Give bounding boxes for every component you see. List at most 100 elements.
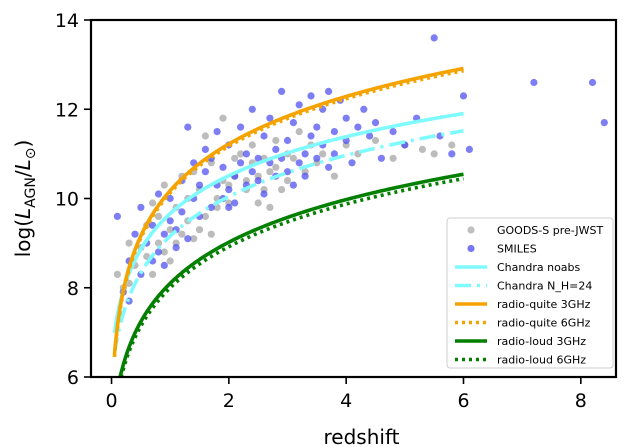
x-tick-label: 6 bbox=[457, 390, 469, 412]
scatter-point bbox=[272, 136, 280, 145]
scatter-point bbox=[149, 221, 157, 229]
scatter-point bbox=[600, 119, 608, 127]
scatter-point bbox=[418, 145, 426, 153]
scatter-point bbox=[248, 105, 256, 113]
scatter-point bbox=[190, 235, 198, 243]
series-line-radio-loud-6ghz bbox=[119, 176, 464, 377]
legend-entry: Chandra N_H=24 bbox=[455, 280, 592, 293]
scatter-point bbox=[389, 128, 397, 136]
y-tick-label: 10 bbox=[55, 189, 79, 211]
scatter-point bbox=[301, 150, 309, 158]
series-layer bbox=[112, 34, 608, 377]
scatter-point bbox=[266, 203, 274, 211]
legend-entry: GOODS-S pre-JWST bbox=[467, 224, 603, 237]
legend-label: GOODS-S pre-JWST bbox=[497, 224, 603, 237]
scatter-point bbox=[137, 203, 145, 211]
scatter-point bbox=[278, 87, 286, 95]
scatter-point bbox=[166, 194, 174, 203]
scatter-point bbox=[154, 190, 163, 198]
scatter-point bbox=[354, 123, 362, 131]
scatter-point bbox=[237, 150, 245, 158]
scatter-point bbox=[459, 92, 468, 100]
axes-layer: 0 2 4 6 8 6 8 10 12 14 redshift log(LAGN/L⊙) bbox=[11, 10, 618, 447]
scatter-point bbox=[330, 172, 338, 180]
scatter-point bbox=[184, 123, 192, 131]
scatter-point bbox=[260, 132, 268, 140]
legend-entry: Chandra noabs bbox=[455, 261, 581, 274]
y-tick-label: 12 bbox=[55, 99, 79, 121]
scatter-point bbox=[272, 145, 280, 153]
legend-entry: radio-loud 3GHz bbox=[455, 335, 586, 348]
scatter-point bbox=[283, 177, 292, 185]
x-tick-label: 0 bbox=[105, 390, 117, 412]
scatter-point bbox=[377, 154, 385, 162]
scatter-point bbox=[166, 257, 174, 265]
series-line-radio-quite-6ghz bbox=[112, 68, 464, 358]
y-axis-label: log(LAGN/L⊙) bbox=[11, 140, 39, 258]
scatter-point bbox=[266, 114, 274, 122]
scatter-point bbox=[219, 114, 227, 122]
scatter-point bbox=[266, 168, 274, 176]
scatter-point bbox=[448, 150, 456, 158]
scatter-point bbox=[430, 34, 438, 42]
scatter-point bbox=[342, 114, 350, 122]
scatter-point bbox=[307, 92, 315, 100]
scatter-point bbox=[530, 78, 538, 87]
scatter-point bbox=[278, 186, 286, 194]
scatter-point bbox=[225, 203, 233, 211]
scatter-point bbox=[389, 154, 397, 162]
scatter-point bbox=[201, 145, 209, 153]
scatter-point bbox=[160, 181, 168, 189]
legend-marker bbox=[467, 226, 475, 234]
legend-entry: radio-loud 6GHz bbox=[455, 354, 586, 367]
scatter-point bbox=[248, 141, 256, 149]
legend-label: radio-loud 6GHz bbox=[497, 354, 586, 367]
scatter-point bbox=[588, 78, 597, 87]
scatter-point bbox=[201, 212, 209, 220]
scatter-point bbox=[307, 132, 315, 140]
legend-label: radio-loud 3GHz bbox=[497, 335, 586, 348]
scatter-point bbox=[131, 230, 139, 238]
scatter-point bbox=[113, 212, 121, 220]
scatter-point bbox=[154, 248, 163, 256]
scatter-point bbox=[125, 239, 133, 247]
scatter-point bbox=[448, 141, 456, 149]
scatter-point bbox=[219, 163, 227, 171]
scatter-point bbox=[254, 154, 262, 162]
scatter-point bbox=[283, 168, 292, 176]
scatter-point bbox=[465, 145, 473, 153]
scatter-point bbox=[160, 248, 168, 256]
scatter-point bbox=[254, 199, 262, 207]
scatter-point bbox=[231, 154, 239, 162]
scatter-point bbox=[366, 132, 374, 140]
x-axis-label: redshift bbox=[324, 425, 400, 447]
scatter-point bbox=[283, 136, 292, 145]
scatter-point bbox=[178, 230, 186, 238]
scatter-point bbox=[313, 123, 321, 131]
scatter-point bbox=[207, 230, 215, 238]
legend-label: radio-quite 3GHz bbox=[497, 298, 591, 311]
scatter-point bbox=[313, 154, 321, 162]
scatter-point bbox=[178, 208, 186, 216]
legend-label: radio-quite 6GHz bbox=[497, 317, 591, 330]
scatter-point bbox=[149, 199, 157, 207]
scatter-point bbox=[371, 136, 380, 145]
scatter-point bbox=[330, 150, 338, 158]
scatter-point bbox=[325, 87, 333, 95]
legend-box bbox=[446, 217, 614, 369]
scatter-point bbox=[231, 199, 239, 207]
scatter-point bbox=[201, 168, 209, 176]
scatter-point bbox=[254, 177, 262, 185]
scatter-point bbox=[237, 123, 245, 131]
legend-label: SMILES bbox=[497, 243, 537, 256]
scatter-point bbox=[225, 186, 233, 194]
scatter-point bbox=[149, 270, 157, 278]
scatter-point bbox=[160, 261, 168, 269]
legend-entry: radio-quite 6GHz bbox=[455, 317, 591, 330]
x-tick-label: 4 bbox=[340, 390, 352, 412]
scatter-point bbox=[195, 181, 204, 189]
scatter-point bbox=[371, 119, 380, 127]
legend-entry: radio-quite 3GHz bbox=[455, 298, 591, 311]
scatter-point bbox=[213, 128, 221, 136]
